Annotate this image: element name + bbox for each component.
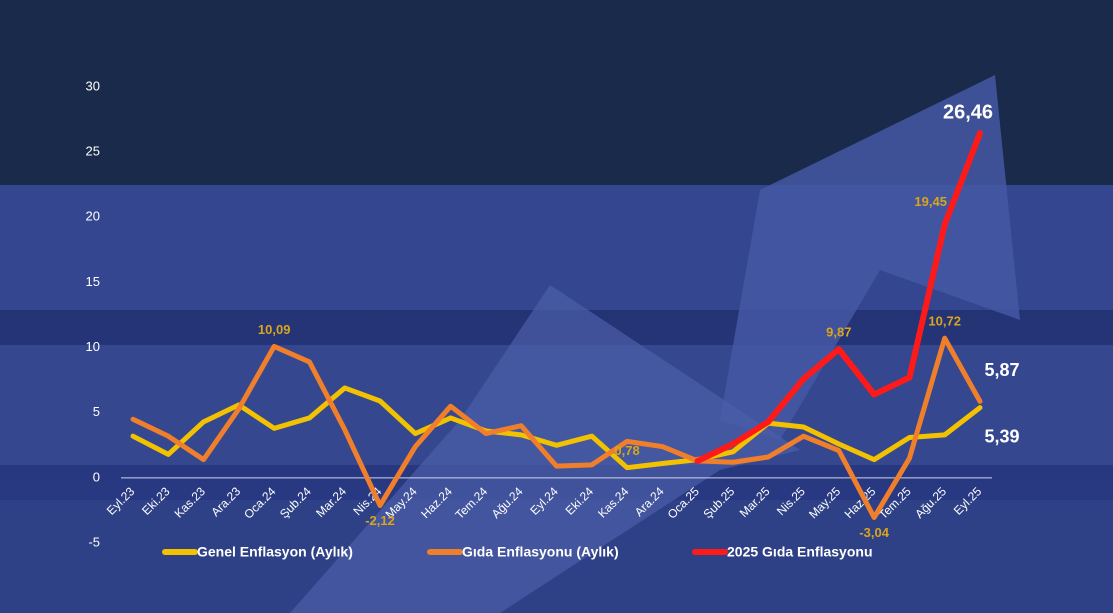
value-label: -2,12	[365, 513, 395, 528]
series-line	[130, 385, 983, 471]
value-label: 9,87	[826, 325, 851, 340]
y-tick-label: 30	[86, 78, 100, 93]
y-tick-label: -5	[88, 534, 100, 549]
legend-label: 2025 Gıda Enflasyonu	[727, 544, 873, 560]
value-label: 5,87	[984, 360, 1019, 380]
value-label: 10,72	[928, 314, 961, 329]
legend-label: Gıda Enflasyonu (Aylık)	[462, 544, 619, 560]
value-label: 26,46	[943, 101, 993, 123]
series-line	[130, 335, 983, 520]
y-tick-label: 10	[86, 339, 100, 354]
y-tick-label: 0	[93, 469, 100, 484]
y-tick-label: 15	[86, 274, 100, 289]
value-label: 0,78	[614, 443, 639, 458]
y-tick-label: 5	[93, 404, 100, 419]
value-label: -3,04	[859, 525, 889, 540]
value-label: 19,45	[914, 194, 947, 209]
arrow-shape	[720, 75, 1020, 440]
arrow-shape	[290, 285, 800, 613]
value-label: 5,39	[984, 426, 1019, 446]
y-tick-label: 25	[86, 144, 100, 159]
series-line	[694, 130, 983, 464]
legend-label: Genel Enflasyon (Aylık)	[197, 544, 353, 560]
value-label: 10,09	[258, 322, 291, 337]
y-tick-label: 20	[86, 209, 100, 224]
